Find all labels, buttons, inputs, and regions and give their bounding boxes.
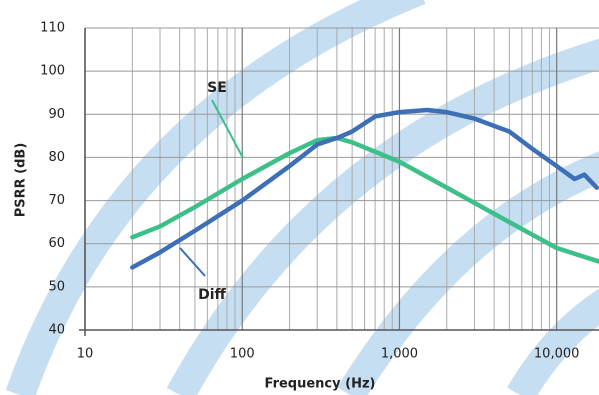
x-axis-title: Frequency (Hz) [265, 377, 376, 392]
y-tick-label: 70 [48, 193, 65, 208]
y-tick-label: 110 [40, 21, 65, 36]
y-tick-label: 40 [48, 323, 65, 338]
arc [337, 151, 599, 395]
annotation-leader [211, 99, 244, 159]
annotation-leader [179, 247, 206, 277]
series-line [130, 107, 599, 270]
series-annotation: SE [207, 80, 227, 96]
plot-area: 40 50 60 70 80 90 100 110 10 100 1,000 10,000 [40, 21, 599, 362]
series-annotation: Diff [198, 287, 226, 303]
x-tick-label: 1,000 [381, 347, 418, 362]
y-tick-label: 100 [40, 64, 65, 79]
x-tick-label: 100 [230, 347, 255, 362]
arc [5, 0, 426, 395]
background-arcs [5, 0, 599, 395]
y-tick-label: 60 [48, 236, 65, 251]
y-tick-label: 50 [48, 279, 65, 294]
y-tick-label: 80 [48, 150, 65, 165]
y-tick-label: 90 [48, 107, 65, 122]
x-tick-label: 10 [77, 347, 94, 362]
arc [166, 38, 599, 395]
y-axis-title: PSRR (dB) [14, 143, 29, 218]
x-tick-label: 10,000 [534, 347, 580, 362]
arc [507, 288, 599, 395]
